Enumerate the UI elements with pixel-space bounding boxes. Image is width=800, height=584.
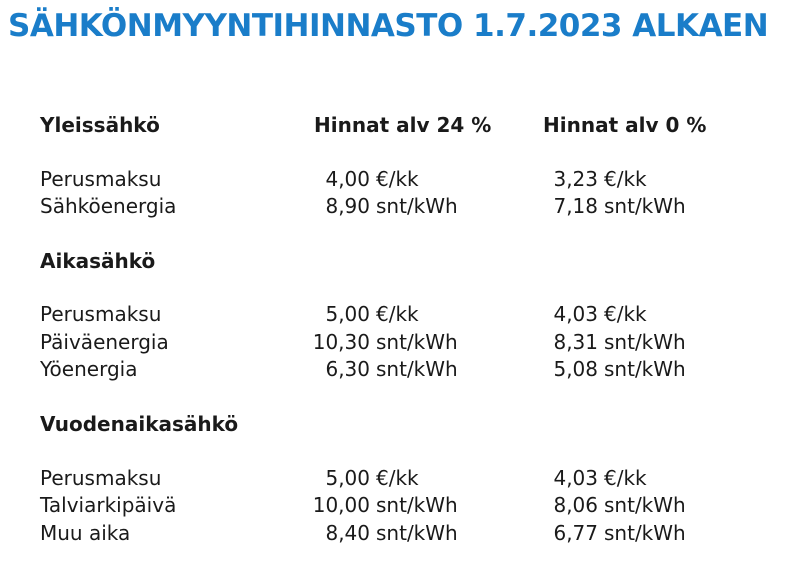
price-value: 8,31 [553,330,598,354]
price-value: 7,18 [553,194,598,218]
price-row: Muu aika 8,40 snt/kWh 6,77 snt/kWh [0,521,800,549]
price-value: 8,06 [553,493,598,517]
price-unit: snt/kWh [376,194,458,218]
price-novat: 8,31 snt/kWh [548,330,748,354]
price-row: Sähköenergia 8,90 snt/kWh 7,18 snt/kWh [0,194,800,222]
price-unit: snt/kWh [376,493,458,517]
column-header-vat: Hinnat alv 24 % [314,113,492,137]
price-unit: snt/kWh [604,521,686,545]
price-value: 6,30 [325,357,370,381]
price-vat: 8,40 snt/kWh [300,521,466,545]
price-unit: €/kk [376,167,419,191]
price-vat: 5,00 €/kk [300,466,466,490]
price-value: 5,00 [325,302,370,326]
price-value: 4,00 [325,167,370,191]
price-row: Päiväenergia 10,30 snt/kWh 8,31 snt/kWh [0,330,800,358]
price-vat: 4,00 €/kk [300,167,466,191]
price-novat: 4,03 €/kk [548,466,748,490]
price-value: 3,23 [553,167,598,191]
price-vat: 8,90 snt/kWh [300,194,466,218]
price-label: Perusmaksu [40,466,162,490]
price-novat: 7,18 snt/kWh [548,194,748,218]
price-value: 10,30 [312,330,370,354]
section-heading: Vuodenaikasähkö [40,412,239,436]
price-unit: €/kk [376,466,419,490]
price-unit: snt/kWh [604,493,686,517]
price-unit: snt/kWh [376,357,458,381]
price-novat: 5,08 snt/kWh [548,357,748,381]
price-row: Talviarkipäivä 10,00 snt/kWh 8,06 snt/kWh [0,493,800,521]
price-row: Yöenergia 6,30 snt/kWh 5,08 snt/kWh [0,357,800,385]
price-row: Perusmaksu 5,00 €/kk 4,03 €/kk [0,466,800,494]
column-header-novat: Hinnat alv 0 % [543,113,707,137]
price-label: Muu aika [40,521,131,545]
price-unit: snt/kWh [376,521,458,545]
section-heading: Aikasähkö [40,249,156,273]
price-value: 5,00 [325,466,370,490]
price-row: Perusmaksu 5,00 €/kk 4,03 €/kk [0,302,800,330]
price-novat: 6,77 snt/kWh [548,521,748,545]
price-unit: snt/kWh [604,194,686,218]
price-label: Perusmaksu [40,167,162,191]
price-unit: €/kk [604,466,647,490]
price-vat: 5,00 €/kk [300,302,466,326]
price-vat: 6,30 snt/kWh [300,357,466,381]
section-heading-row: Yleissähkö [0,113,800,141]
price-unit: €/kk [604,302,647,326]
price-value: 4,03 [553,466,598,490]
section-heading-row: Vuodenaikasähkö [0,412,800,440]
price-value: 6,77 [553,521,598,545]
price-value: 4,03 [553,302,598,326]
price-value: 8,40 [325,521,370,545]
price-value: 8,90 [325,194,370,218]
price-novat: 3,23 €/kk [548,167,748,191]
price-vat: 10,00 snt/kWh [300,493,466,517]
price-unit: snt/kWh [604,330,686,354]
price-label: Yöenergia [40,357,138,381]
price-unit: snt/kWh [604,357,686,381]
price-novat: 4,03 €/kk [548,302,748,326]
price-unit: €/kk [376,302,419,326]
price-novat: 8,06 snt/kWh [548,493,748,517]
page-title: SÄHKÖNMYYNTIHINNASTO 1.7.2023 ALKAEN [8,8,769,44]
section-heading-row: Aikasähkö [0,249,800,277]
price-label: Perusmaksu [40,302,162,326]
price-unit: snt/kWh [376,330,458,354]
price-unit: €/kk [604,167,647,191]
price-value: 10,00 [312,493,370,517]
price-vat: 10,30 snt/kWh [300,330,466,354]
price-label: Talviarkipäivä [40,493,177,517]
price-label: Sähköenergia [40,194,177,218]
price-label: Päiväenergia [40,330,169,354]
section-heading: Yleissähkö [40,113,160,137]
price-value: 5,08 [553,357,598,381]
price-row: Perusmaksu 4,00 €/kk 3,23 €/kk [0,167,800,195]
